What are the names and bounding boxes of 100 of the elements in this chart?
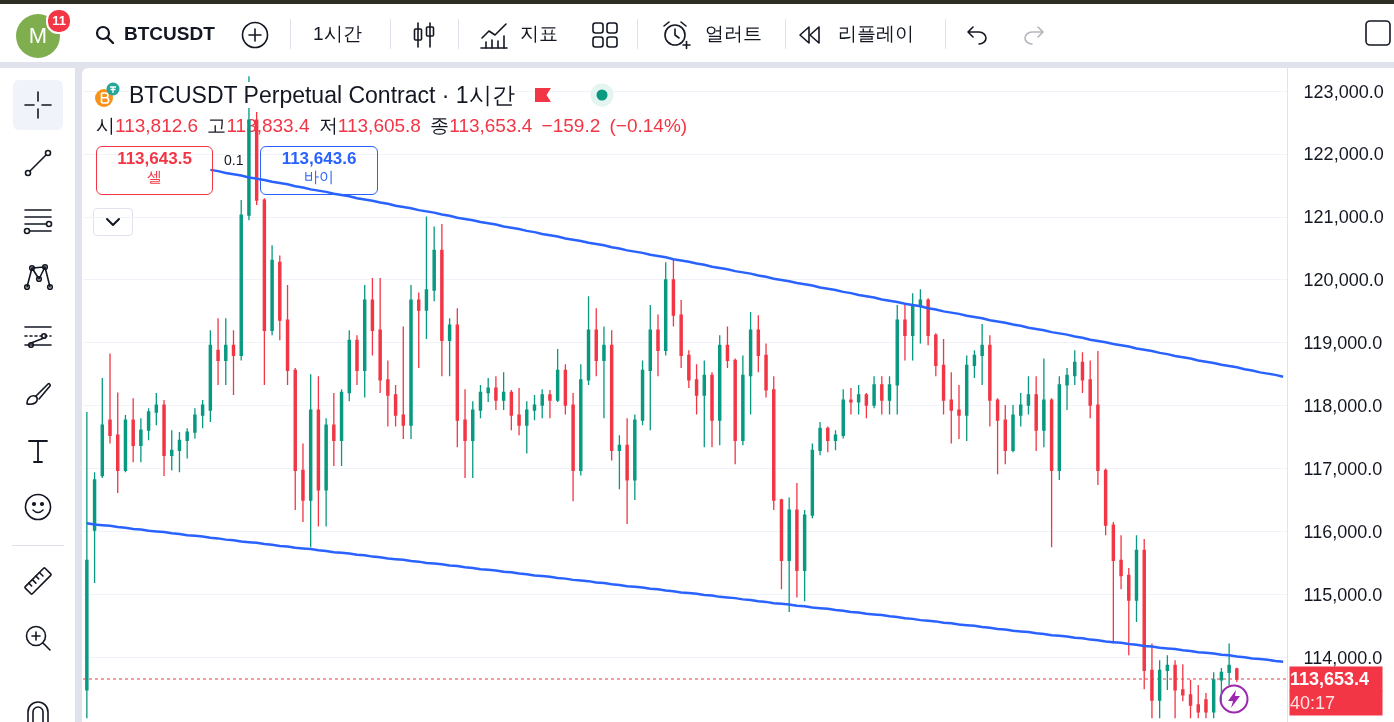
candlestick bbox=[471, 400, 475, 479]
candlestick bbox=[370, 277, 375, 357]
text: BTCUSDT Perpetual Contract · 1시간 bbox=[129, 82, 515, 108]
candlestick bbox=[208, 329, 213, 423]
candlestick bbox=[1065, 367, 1069, 411]
candlestick bbox=[1042, 357, 1046, 448]
candlestick bbox=[563, 363, 568, 416]
candlestick bbox=[1019, 392, 1023, 428]
candlestick bbox=[718, 334, 722, 446]
candlestick bbox=[1049, 397, 1054, 548]
annotation: 바이 bbox=[304, 168, 334, 185]
candlestick bbox=[401, 325, 406, 440]
candlestick bbox=[787, 496, 791, 613]
candlestick bbox=[640, 359, 645, 426]
annotation: 113,643.6 bbox=[281, 149, 357, 168]
y-tick-label: 117,000.0 bbox=[1303, 458, 1383, 479]
candlestick bbox=[625, 417, 629, 525]
candlestick bbox=[301, 442, 305, 523]
candlestick bbox=[85, 411, 89, 719]
candlestick bbox=[725, 325, 730, 369]
candlestick bbox=[362, 284, 367, 399]
candlestick bbox=[200, 399, 205, 429]
candlestick bbox=[1188, 679, 1193, 719]
candlestick bbox=[1034, 375, 1038, 452]
candlestick bbox=[980, 323, 984, 386]
candlestick bbox=[478, 384, 483, 419]
candlestick bbox=[733, 357, 737, 465]
annotation: 0.1 bbox=[224, 152, 244, 168]
candlestick bbox=[440, 223, 444, 377]
candlestick bbox=[864, 392, 869, 419]
candlestick bbox=[941, 338, 946, 416]
candlestick bbox=[116, 391, 120, 494]
candlestick bbox=[270, 244, 274, 336]
candlestick bbox=[355, 334, 359, 386]
candlestick bbox=[1073, 349, 1077, 386]
candlestick bbox=[656, 313, 660, 377]
candlestick bbox=[262, 197, 267, 386]
candlestick bbox=[308, 373, 313, 548]
candlestick bbox=[926, 297, 930, 346]
line-series bbox=[85, 522, 1285, 663]
candlestick bbox=[663, 261, 668, 357]
candlestick bbox=[447, 317, 452, 377]
candlestick bbox=[224, 317, 228, 386]
candlestick bbox=[162, 399, 166, 477]
buy-button: 113,643.6 바이 bbox=[260, 146, 378, 195]
annotation: 셀 bbox=[147, 168, 162, 185]
candlestick bbox=[1196, 684, 1200, 719]
y-tick-label: 122,000.0 bbox=[1303, 144, 1384, 165]
candlestick bbox=[154, 392, 159, 426]
candlestick bbox=[1127, 567, 1131, 656]
candlestick bbox=[231, 329, 236, 396]
candlestick bbox=[409, 284, 413, 440]
candlestick bbox=[347, 329, 351, 402]
candlestick bbox=[278, 254, 282, 341]
candlestick bbox=[494, 375, 498, 411]
candlestick bbox=[934, 332, 938, 377]
candlestick bbox=[849, 387, 853, 416]
candlestick bbox=[880, 375, 884, 416]
candlestick bbox=[617, 434, 622, 490]
candlestick bbox=[972, 349, 977, 379]
candlestick bbox=[988, 334, 992, 428]
candlestick bbox=[339, 388, 344, 467]
candlestick bbox=[332, 392, 336, 467]
candlestick bbox=[177, 431, 182, 473]
candlestick bbox=[702, 359, 707, 448]
candlestick bbox=[779, 498, 784, 590]
candlestick bbox=[957, 384, 961, 440]
candlestick bbox=[185, 427, 189, 460]
candlestick bbox=[532, 394, 537, 421]
candlestick bbox=[1235, 667, 1239, 683]
candlestick bbox=[633, 413, 637, 501]
candlestick bbox=[679, 299, 683, 369]
candlestick bbox=[895, 304, 899, 416]
candlestick bbox=[293, 367, 297, 511]
text: 리플레이 bbox=[838, 22, 914, 46]
candlestick bbox=[324, 417, 328, 528]
y-tick-label: 123,000.0 bbox=[1303, 81, 1384, 102]
candlestick bbox=[285, 284, 290, 386]
candlestick bbox=[687, 349, 691, 389]
candlestick bbox=[1204, 692, 1208, 719]
text: 지표 bbox=[520, 22, 558, 46]
candlestick bbox=[671, 257, 676, 328]
candlestick bbox=[756, 314, 761, 374]
candlestick bbox=[1219, 667, 1224, 702]
candlestick bbox=[949, 371, 953, 445]
candlestick bbox=[594, 307, 598, 377]
candlestick bbox=[170, 429, 174, 472]
candlestick bbox=[1119, 534, 1123, 590]
candlestick bbox=[887, 375, 892, 416]
candlestick bbox=[555, 348, 560, 403]
candlestick bbox=[378, 277, 382, 394]
candlestick bbox=[841, 388, 845, 440]
candlestick bbox=[131, 397, 135, 463]
candlestick bbox=[239, 199, 243, 362]
candlestick bbox=[964, 354, 969, 442]
candlestick bbox=[748, 311, 753, 416]
y-tick-label: 114,000.0 bbox=[1303, 647, 1383, 668]
candlestick bbox=[525, 400, 529, 455]
candlestick bbox=[795, 482, 799, 599]
candlestick bbox=[833, 429, 838, 451]
